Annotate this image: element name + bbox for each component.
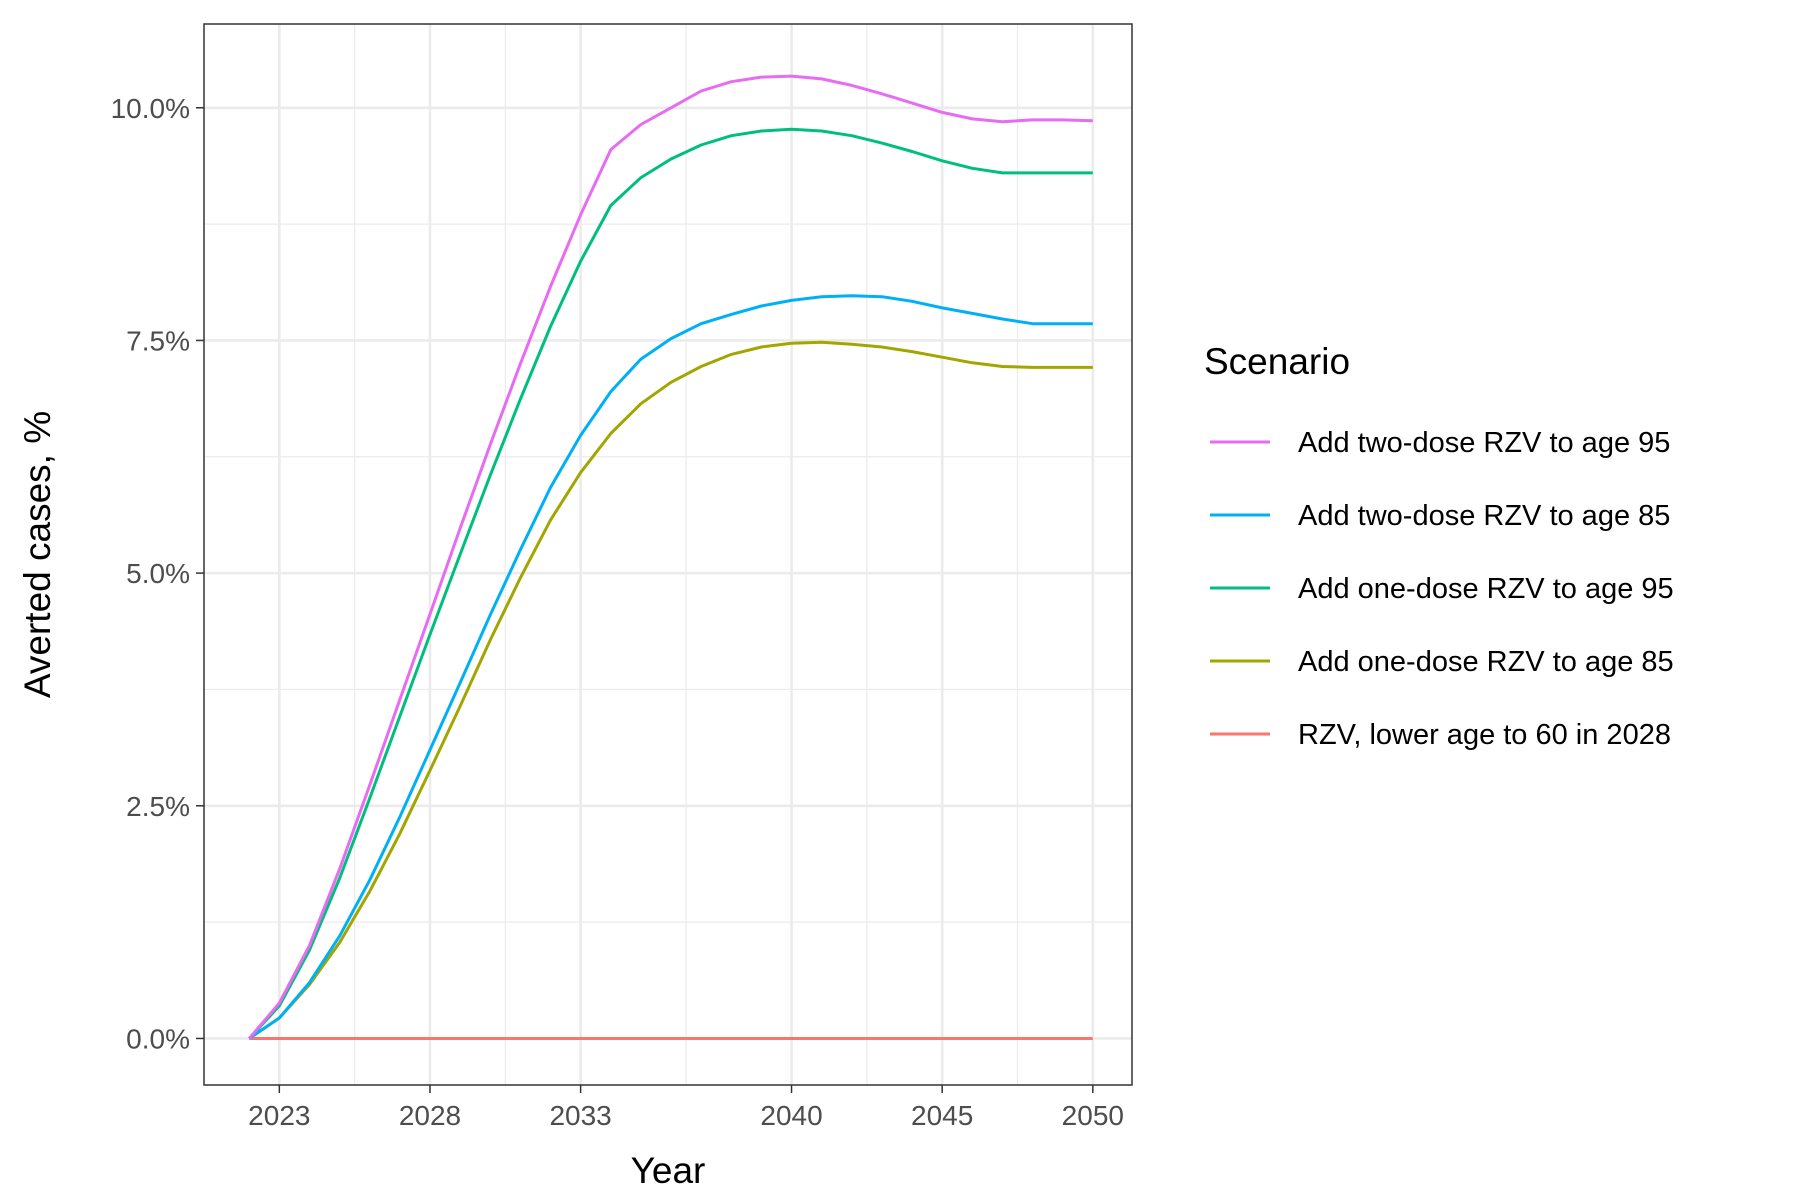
legend-label: Add one-dose RZV to age 95 xyxy=(1298,573,1674,605)
minor-gridlines xyxy=(204,24,1132,1085)
x-tick-label: 2033 xyxy=(549,1100,611,1131)
x-tick-label: 2050 xyxy=(1062,1100,1124,1131)
y-tick-label: 7.5% xyxy=(126,325,190,356)
legend-label: RZV, lower age to 60 in 2028 xyxy=(1298,719,1671,751)
x-axis-title: Year xyxy=(631,1150,706,1191)
x-axis: 2023 2028 2033 2040 2045 2050 xyxy=(248,1085,1124,1131)
x-tick-label: 2045 xyxy=(911,1100,973,1131)
plot-panel-border xyxy=(203,23,1133,1086)
x-tick-label: 2023 xyxy=(248,1100,310,1131)
series-line xyxy=(248,294,1093,1040)
y-axis-title: Averted cases, % xyxy=(17,411,58,698)
series-line xyxy=(248,127,1093,1040)
y-tick-label: 2.5% xyxy=(126,791,190,822)
series-line xyxy=(248,74,1093,1040)
series-lines xyxy=(248,74,1093,1040)
y-axis: 0.0% 2.5% 5.0% 7.5% 10.0% xyxy=(111,93,204,1054)
y-tick-label: 5.0% xyxy=(126,558,190,589)
y-tick-label: 0.0% xyxy=(126,1023,190,1054)
legend-label: Add two-dose RZV to age 85 xyxy=(1298,500,1670,532)
y-tick-label: 10.0% xyxy=(111,93,190,124)
x-tick-label: 2040 xyxy=(760,1100,822,1131)
legend-title: Scenario xyxy=(1204,341,1350,382)
series-line xyxy=(248,340,1093,1040)
x-tick-label: 2028 xyxy=(399,1100,461,1131)
legend-items: Add two-dose RZV to age 95 Add two-dose R… xyxy=(1210,427,1674,751)
legend-label: Add two-dose RZV to age 95 xyxy=(1298,427,1670,459)
legend-label: Add one-dose RZV to age 85 xyxy=(1298,646,1674,678)
